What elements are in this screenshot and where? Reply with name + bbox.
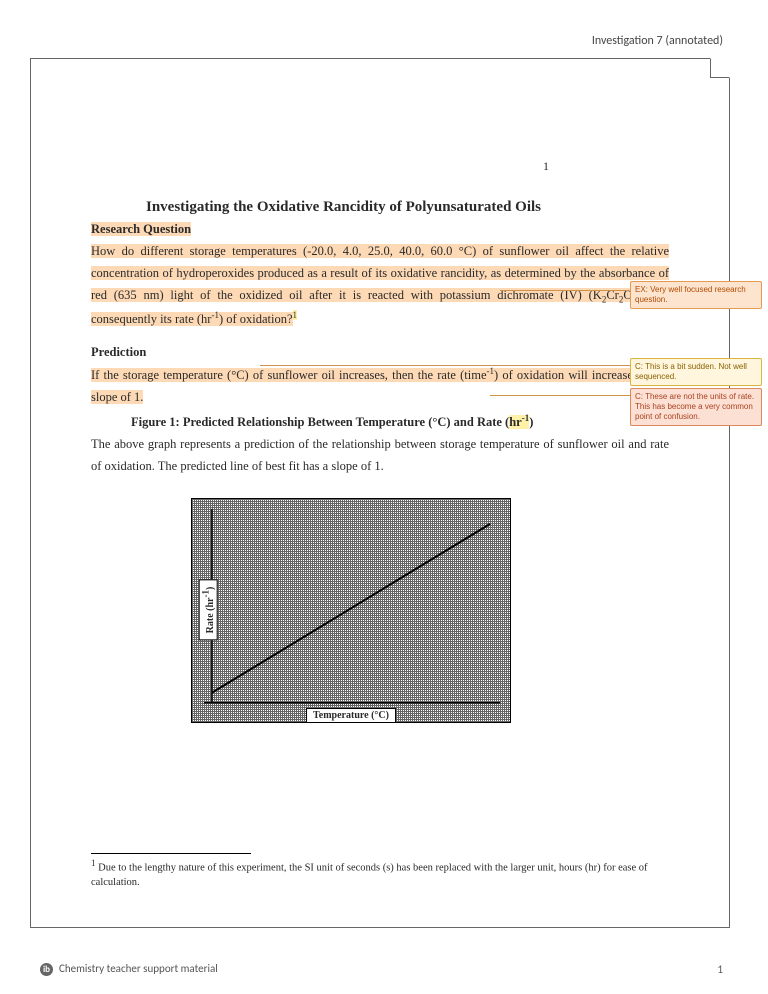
- comment-connector-2: [260, 365, 630, 366]
- pred-text: If the storage temperature (°C) of sunfl…: [91, 368, 669, 404]
- figcap-c: ): [529, 415, 533, 429]
- prediction-chart: Rate (hr-1) Temperature (°C): [191, 498, 511, 723]
- chart-y-label: Rate (hr-1): [199, 580, 218, 641]
- footnote-ref-1: 1: [293, 310, 298, 320]
- research-question-body: How do different storage temperatures (-…: [91, 241, 669, 331]
- sup-neg1: -1: [211, 310, 219, 320]
- footnote-text: Due to the lengthy nature of this experi…: [91, 862, 648, 887]
- page-header: Investigation 7 (annotated): [592, 34, 723, 48]
- rq-part1: How do different storage temperatures (-…: [91, 244, 669, 302]
- chart-x-label: Temperature (°C): [306, 708, 396, 723]
- rq-part3: ) of oxidation?: [219, 312, 293, 326]
- footnote-rule: [91, 853, 251, 854]
- ib-logo-icon: ib: [40, 963, 53, 976]
- footer-left-text: Chemistry teacher support material: [59, 962, 218, 975]
- pred-part1: If the storage temperature (°C) of sunfl…: [91, 368, 487, 382]
- annotation-comment-2: C: This is a bit sudden. Not well sequen…: [630, 358, 762, 386]
- chart-line: [192, 499, 510, 723]
- ylab-b: ): [205, 587, 216, 590]
- figcap-hl: hr-1: [509, 415, 529, 429]
- sub-2: 2: [602, 294, 607, 304]
- figcap-b: hr: [509, 415, 522, 429]
- figcap-a: Figure 1: Predicted Relationship Between…: [131, 415, 509, 429]
- footer-left: ib Chemistry teacher support material: [40, 962, 218, 976]
- document-page: 1 Investigating the Oxidative Rancidity …: [30, 58, 730, 928]
- comment-connector-3: [490, 395, 630, 396]
- page-content: Investigating the Oxidative Rancidity of…: [31, 59, 729, 927]
- annotation-comment-3: C: These are not the units of rate. This…: [630, 388, 762, 426]
- footer-page-number: 1: [717, 963, 723, 976]
- footnote-1: 1 Due to the lengthy nature of this expe…: [91, 857, 669, 890]
- comment-connector-1: [500, 290, 628, 291]
- annotation-comment-1: EX: Very well focused research question.: [630, 281, 762, 309]
- ylab-a: Rate (hr: [205, 598, 216, 634]
- ylab-sup: -1: [201, 590, 211, 598]
- prediction-heading: Prediction: [91, 345, 669, 360]
- sub-2b: 2: [619, 294, 624, 304]
- rq-text: How do different storage temperatures (-…: [91, 244, 669, 326]
- post-figure-text: The above graph represents a prediction …: [91, 434, 669, 478]
- sup-neg1b: -1: [487, 366, 495, 376]
- prediction-body: If the storage temperature (°C) of sunfl…: [91, 364, 669, 409]
- research-question-heading: Research Question: [91, 222, 669, 237]
- figure-caption: Figure 1: Predicted Relationship Between…: [131, 413, 669, 430]
- document-title: Investigating the Oxidative Rancidity of…: [146, 199, 669, 216]
- page-footer: ib Chemistry teacher support material 1: [40, 962, 723, 976]
- heading-text: Research Question: [91, 222, 191, 236]
